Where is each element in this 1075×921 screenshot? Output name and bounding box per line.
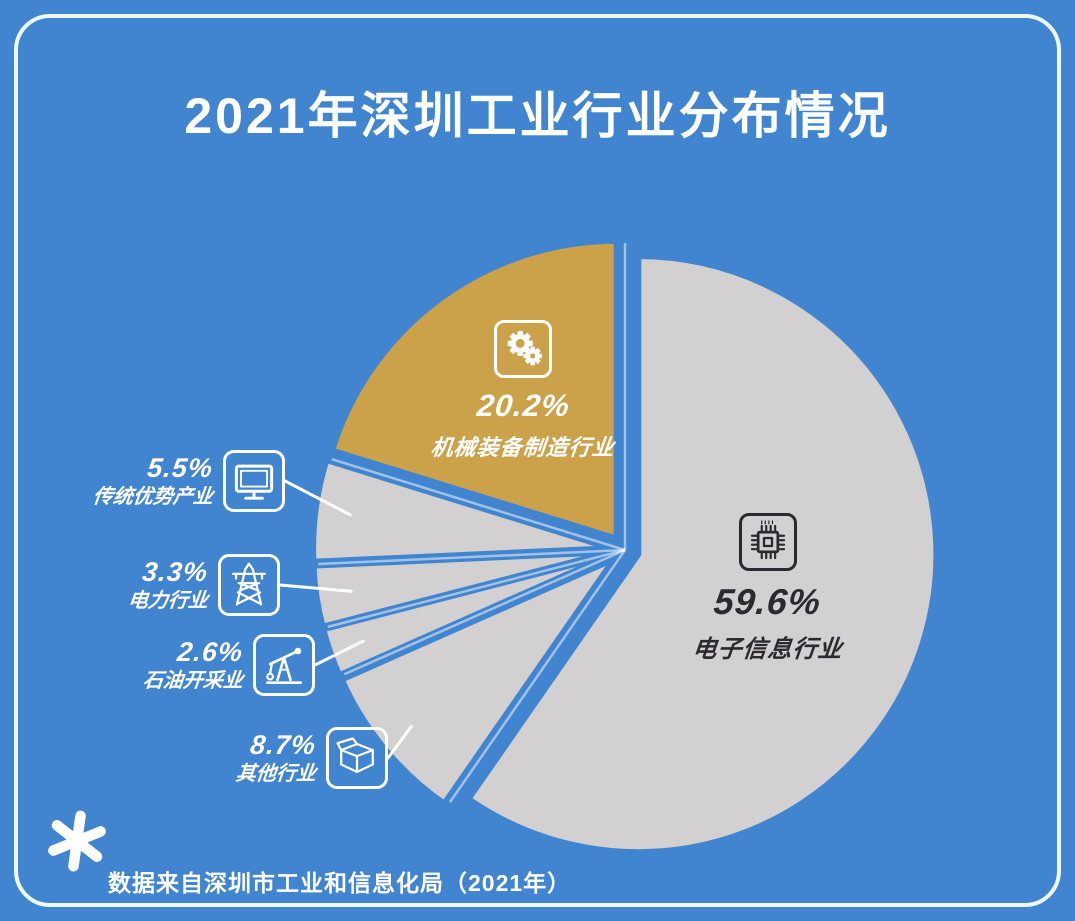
slice-pct: 59.6% (712, 581, 824, 622)
callout-leader-line (283, 479, 352, 517)
pie-slice-4 (310, 457, 615, 565)
callout-name: 电力行业 (126, 590, 210, 613)
callout-name: 石油开采业 (141, 670, 245, 693)
callout-power-industry: 3.3% 电力行业 (83, 554, 280, 616)
asterisk-icon (48, 810, 106, 872)
page-title: 2021年深圳工业行业分布情况 (184, 88, 891, 144)
slice-name: 机械装备制造行业 (429, 435, 617, 460)
callout-leader-line (278, 583, 353, 593)
callout-leader-line (313, 639, 365, 667)
slice-pct: 20.2% (474, 388, 572, 423)
slice-separator (331, 457, 626, 552)
callout-pct: 2.6% (175, 636, 245, 667)
pie-slice-5 (329, 237, 620, 542)
callout-other-industries: 8.7% 其他行业 (191, 727, 388, 789)
power-tower-icon (218, 554, 280, 616)
slice-label-electronics: 59.6% 电子信息行业 (691, 513, 845, 664)
slice-separator (343, 548, 626, 676)
box-icon (326, 727, 388, 789)
monitor-icon (223, 450, 285, 512)
slice-separator (448, 549, 627, 803)
callout-name: 传统优势产业 (91, 486, 215, 509)
callout-oil-extraction: 2.6% 石油开采业 (118, 634, 315, 696)
callout-traditional-industries: 5.5% 传统优势产业 (88, 450, 285, 512)
callout-name: 其他行业 (234, 763, 318, 786)
pie-slice-0 (465, 253, 940, 856)
callout-pct: 5.5% (145, 452, 215, 483)
slice-name: 电子信息行业 (691, 636, 845, 663)
slice-label-machinery: 20.2% 机械装备制造行业 (429, 320, 617, 462)
slice-separator (327, 548, 626, 629)
data-source-note: 数据来自深圳市工业和信息化局（2021年） (108, 870, 572, 896)
callout-pct: 8.7% (248, 729, 318, 760)
pie-slice-3 (310, 549, 615, 630)
pie-slice-1 (338, 555, 618, 807)
gears-icon (493, 320, 552, 378)
callout-pct: 3.3% (140, 556, 210, 587)
callout-leader-line (386, 724, 413, 760)
chip-icon (739, 513, 797, 571)
slice-separator (318, 548, 626, 566)
oil-pump-icon (253, 634, 315, 696)
